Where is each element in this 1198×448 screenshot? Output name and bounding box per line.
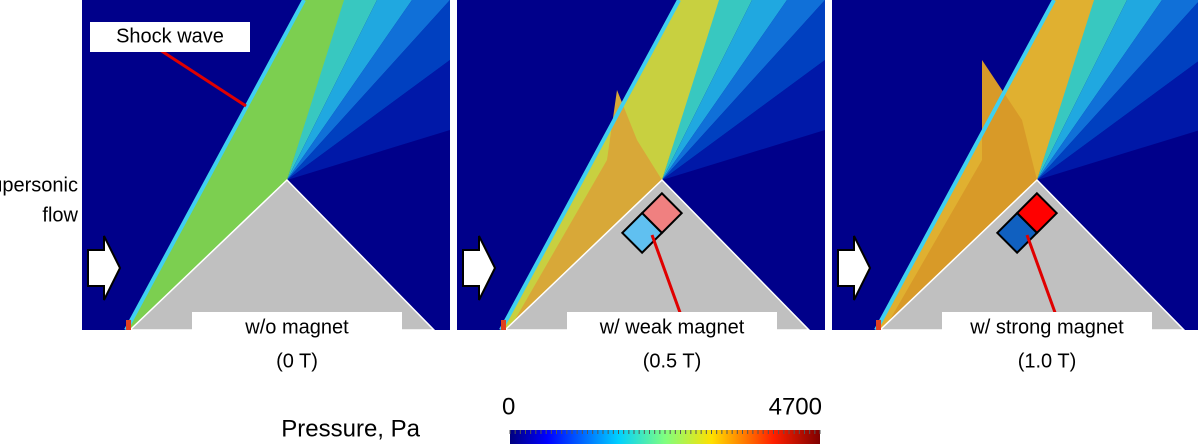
panel-field: (0 T): [276, 350, 318, 372]
colorbar-max: 4700: [769, 393, 822, 420]
field: [832, 0, 1198, 330]
flow-label: flow: [42, 204, 78, 226]
tip: [126, 320, 131, 330]
panel-field: (0.5 T): [643, 350, 702, 372]
figure: w/o magnet (0 T) w/ weak magnet (0.5 T) w/ s…: [0, 0, 1198, 448]
flow-label: Supersonic: [0, 174, 78, 196]
panel-label: w/ weak magnet: [599, 316, 745, 338]
shock-label: Shock wave: [116, 25, 224, 47]
colorbar-min: 0: [502, 393, 515, 420]
tip: [501, 320, 506, 330]
panel: w/ strong magnet (1.0 T): [832, 0, 1198, 372]
panel: w/ weak magnet (0.5 T): [457, 0, 825, 372]
tip: [876, 320, 881, 330]
panel: w/o magnet (0 T): [82, 0, 450, 372]
panel-label: w/ strong magnet: [969, 316, 1124, 338]
colorbar-title: Pressure, Pa: [281, 415, 420, 442]
panel-field: (1.0 T): [1018, 350, 1077, 372]
panel-label: w/o magnet: [244, 316, 349, 338]
field: [457, 0, 825, 330]
